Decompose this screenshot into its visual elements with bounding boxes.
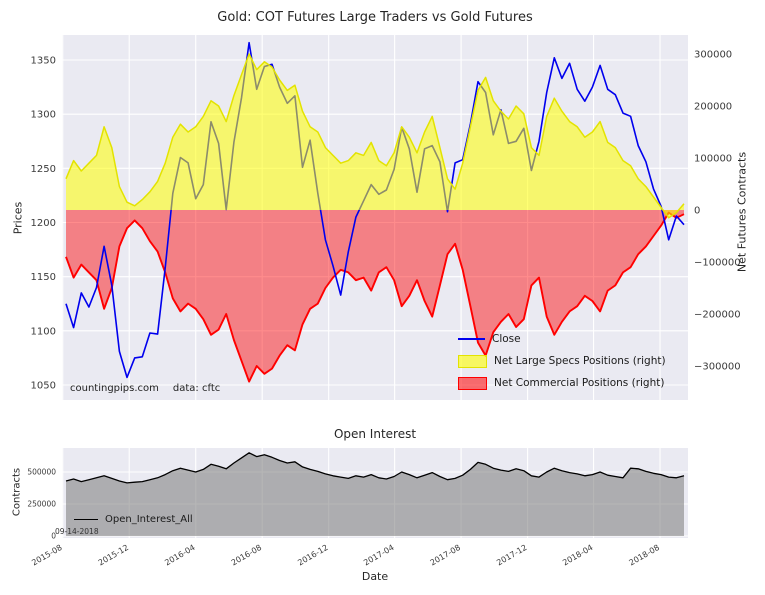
main-ytick-right: 100000 [694, 154, 732, 165]
main-legend: Close Net Large Specs Positions (right) … [458, 328, 666, 394]
main-ytick-right: 300000 [694, 50, 732, 61]
main-ytick-left: 1350 [31, 56, 56, 67]
main-ytick-right: −100000 [694, 258, 741, 269]
main-ytick-right: −200000 [694, 310, 741, 321]
main-ytick-left: 1150 [31, 272, 56, 283]
right-axis-label: Net Futures Contracts [735, 151, 749, 273]
main-ytick-right: 0 [694, 206, 700, 217]
main-chart-title: Gold: COT Futures Large Traders vs Gold … [217, 10, 533, 25]
x-tick-label: 2016-12 [296, 543, 329, 568]
main-ytick-left: 1100 [31, 326, 56, 337]
legend-label-commercials: Net Commercial Positions (right) [494, 377, 665, 389]
legend-swatch-commercials [458, 376, 487, 390]
legend-item-oi: Open_Interest_All [74, 509, 193, 529]
oi-ytick: 250000 [27, 500, 56, 509]
open-interest-area [66, 452, 684, 536]
oi-chart-title: Open Interest [333, 427, 417, 441]
x-tick-label: 2016-04 [163, 543, 196, 568]
open-interest-line [65, 452, 685, 484]
report-date-annotation: 09-14-2018 [55, 527, 99, 536]
oi-ytick: 0 [51, 532, 56, 541]
legend-item-specs: Net Large Specs Positions (right) [458, 350, 666, 372]
main-ytick-left: 1050 [31, 381, 56, 392]
main-plot-background [62, 35, 688, 400]
legend-item-commercials: Net Commercial Positions (right) [458, 372, 666, 394]
oi-ytick: 500000 [27, 468, 56, 477]
x-tick-label: 2016-08 [230, 543, 263, 568]
commercials-area [66, 210, 684, 382]
legend-swatch-close [458, 338, 485, 340]
x-tick-label: 2018-08 [628, 543, 661, 568]
main-ytick-right: −300000 [694, 362, 741, 373]
x-tick-label: 2017-08 [429, 543, 462, 568]
oi-axis-label: Contracts [11, 467, 23, 517]
main-ytick-left: 1200 [31, 218, 56, 229]
legend-item-close: Close [458, 328, 666, 350]
annotation-row: countingpips.com data: cftc [70, 383, 220, 394]
main-ytick-left: 1300 [31, 110, 56, 121]
x-tick-label: 2017-12 [495, 543, 528, 568]
legend-label-close: Close [492, 333, 521, 345]
specs-line [65, 53, 685, 219]
commercials-line [65, 211, 685, 383]
legend-swatch-specs [458, 354, 487, 368]
left-axis-label: Prices [11, 201, 25, 235]
legend-label-oi: Open_Interest_All [105, 513, 193, 525]
x-axis-label: Date [361, 570, 389, 583]
annotation-data-credit: data: cftc [172, 383, 221, 394]
x-tick-label: 2018-04 [561, 543, 594, 568]
main-ytick-right: 200000 [694, 102, 732, 113]
x-tick-label: 2015-12 [97, 543, 130, 568]
legend-swatch-oi [74, 518, 98, 520]
main-ytick-left: 1250 [31, 164, 56, 175]
oi-legend: Open_Interest_All [74, 509, 193, 529]
legend-label-specs: Net Large Specs Positions (right) [494, 355, 666, 367]
annotation-source: countingpips.com [70, 383, 159, 394]
x-tick-label: 2015-08 [30, 543, 63, 568]
specs-area [66, 54, 684, 218]
x-tick-label: 2017-04 [362, 543, 395, 568]
